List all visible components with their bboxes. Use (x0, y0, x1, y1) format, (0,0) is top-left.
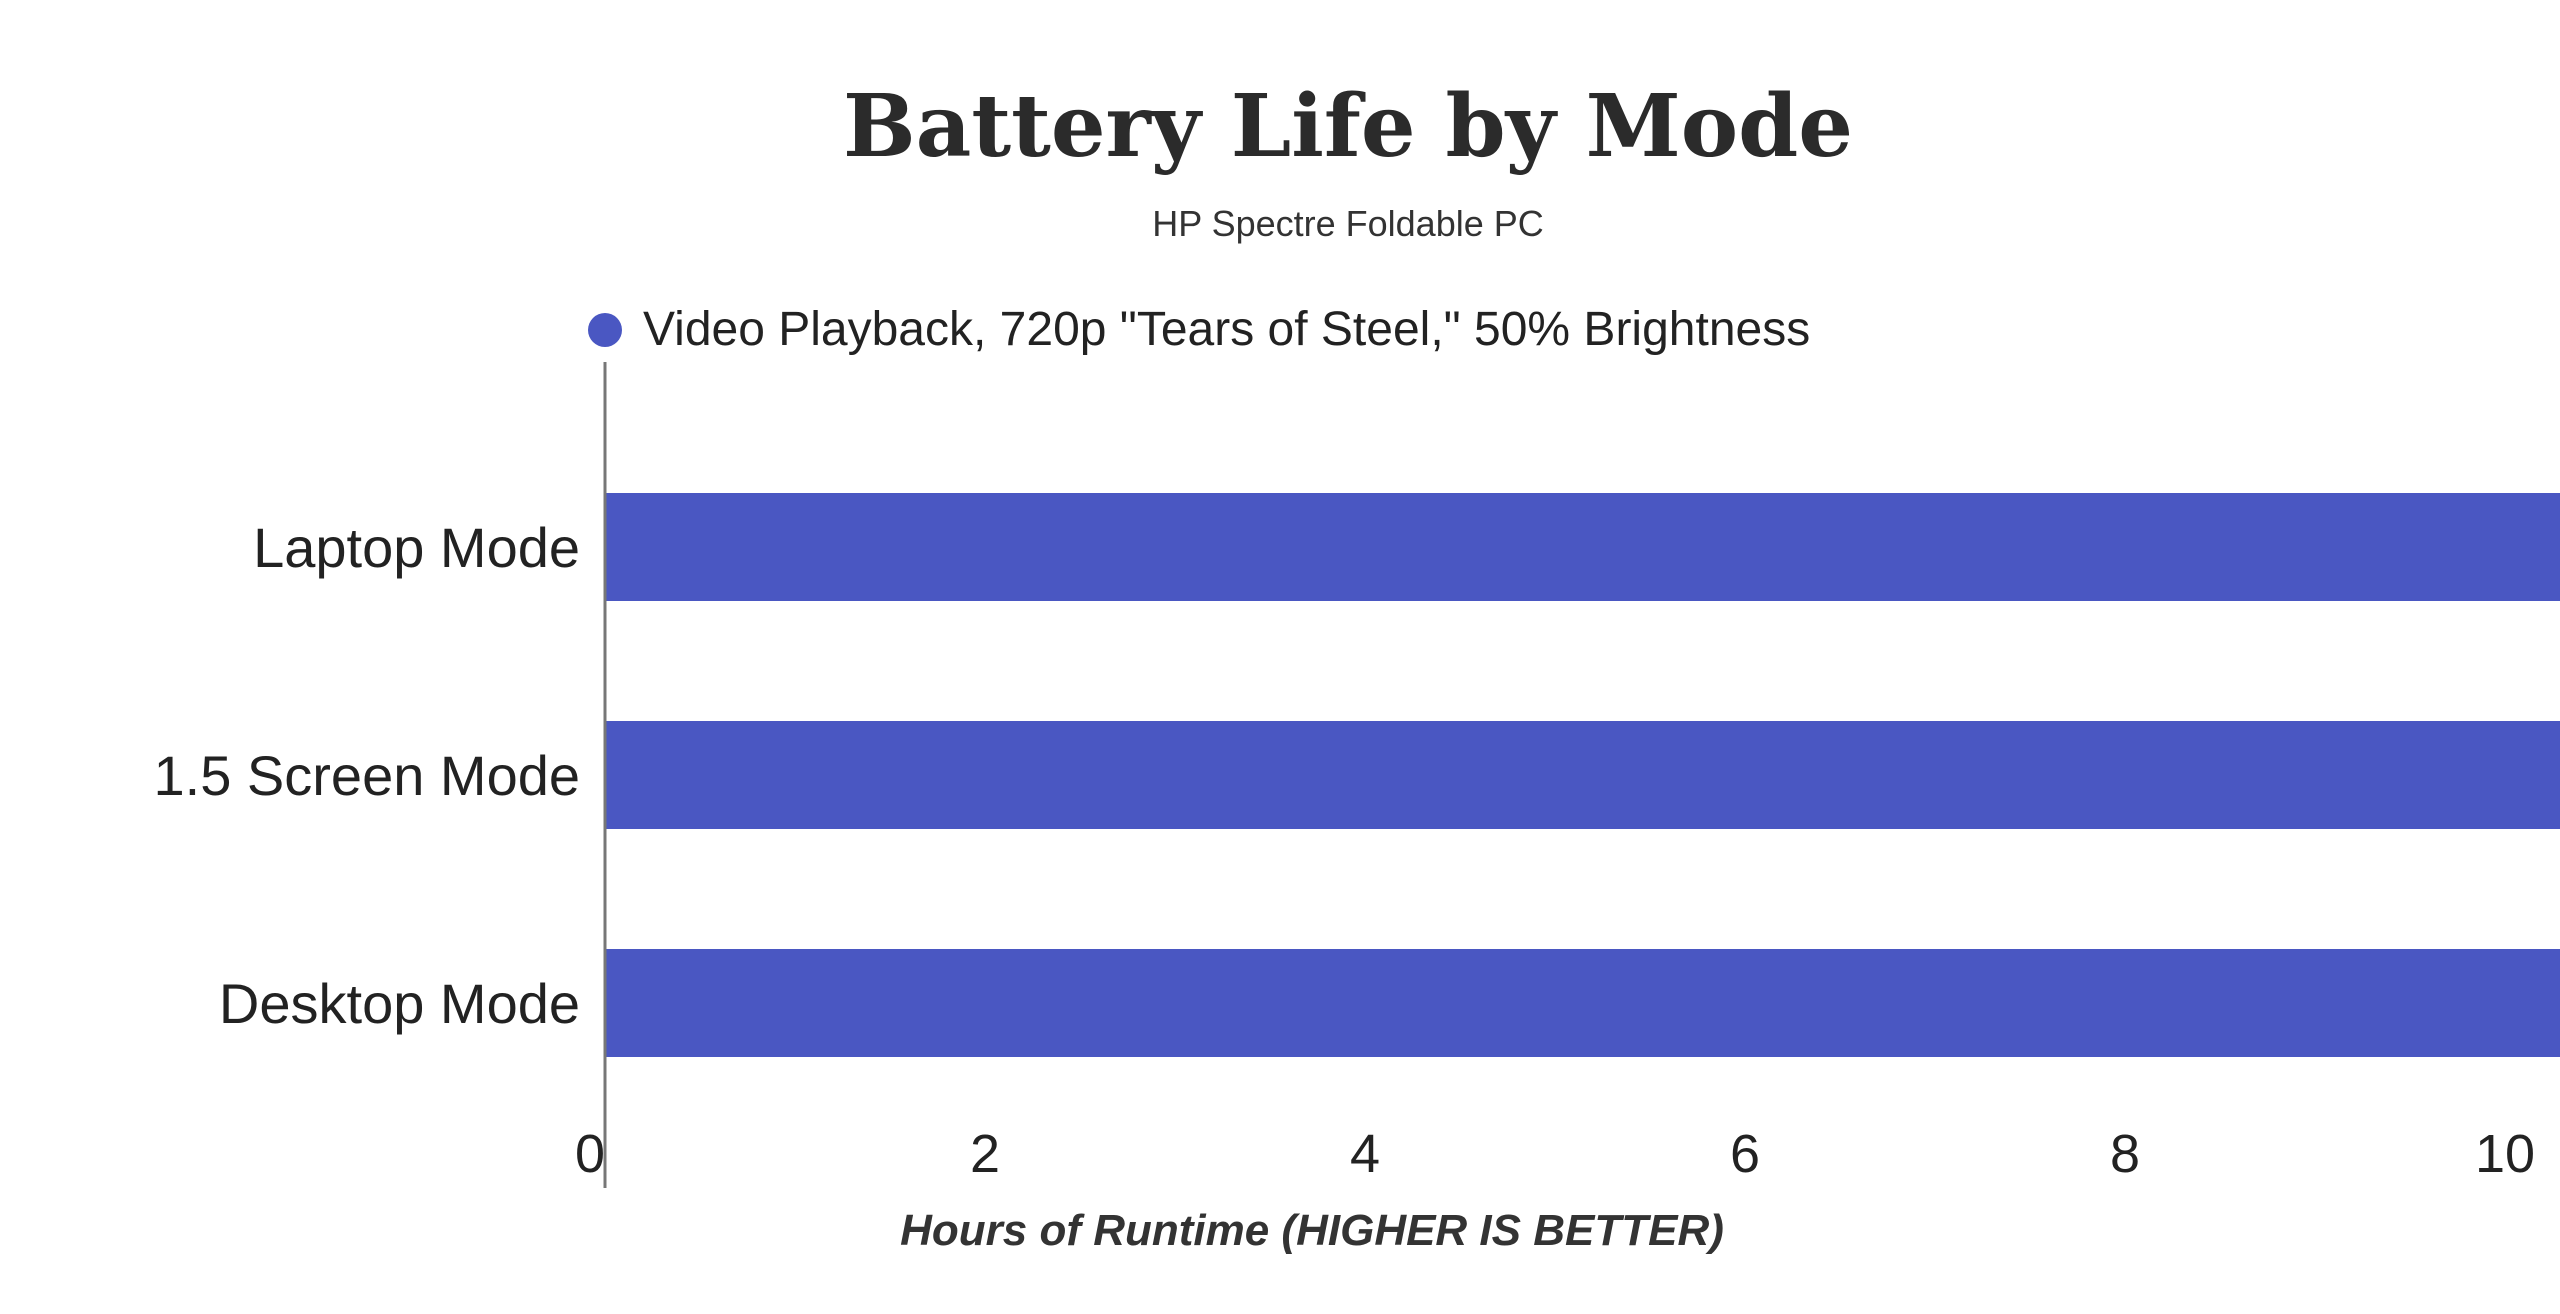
bar-1 (605, 721, 2560, 829)
x-tick-label: 2 (970, 1124, 1000, 1184)
plot-area: Laptop Mode 1.5 Screen Mode Desktop Mode 1… (154, 362, 2560, 1188)
category-labels: Laptop Mode 1.5 Screen Mode Desktop Mode (154, 516, 580, 1035)
chart-title: Battery Life by Mode (843, 76, 1853, 177)
legend-label: Video Playback, 720p "Tears of Steel," 5… (643, 303, 1810, 356)
x-tick-label: 0 (575, 1124, 605, 1184)
chart-subtitle: HP Spectre Foldable PC (1152, 203, 1544, 244)
x-tick-label: 8 (2110, 1124, 2140, 1184)
x-tick-label: 4 (1350, 1124, 1380, 1184)
category-label: Desktop Mode (219, 972, 580, 1035)
legend: Video Playback, 720p "Tears of Steel," 5… (588, 303, 1810, 356)
x-axis-title: Hours of Runtime (HIGHER IS BETTER) (900, 1206, 1724, 1255)
x-tick-label: 6 (1730, 1124, 1760, 1184)
legend-marker (588, 313, 622, 347)
bar-0 (605, 493, 2560, 601)
bars (605, 493, 2560, 1057)
bar-2 (605, 949, 2560, 1057)
category-label: Laptop Mode (253, 516, 580, 579)
x-tick-label: 10 (2475, 1124, 2535, 1184)
x-axis-ticks: 024681012141618 (575, 1124, 2535, 1184)
category-label: 1.5 Screen Mode (154, 744, 580, 807)
